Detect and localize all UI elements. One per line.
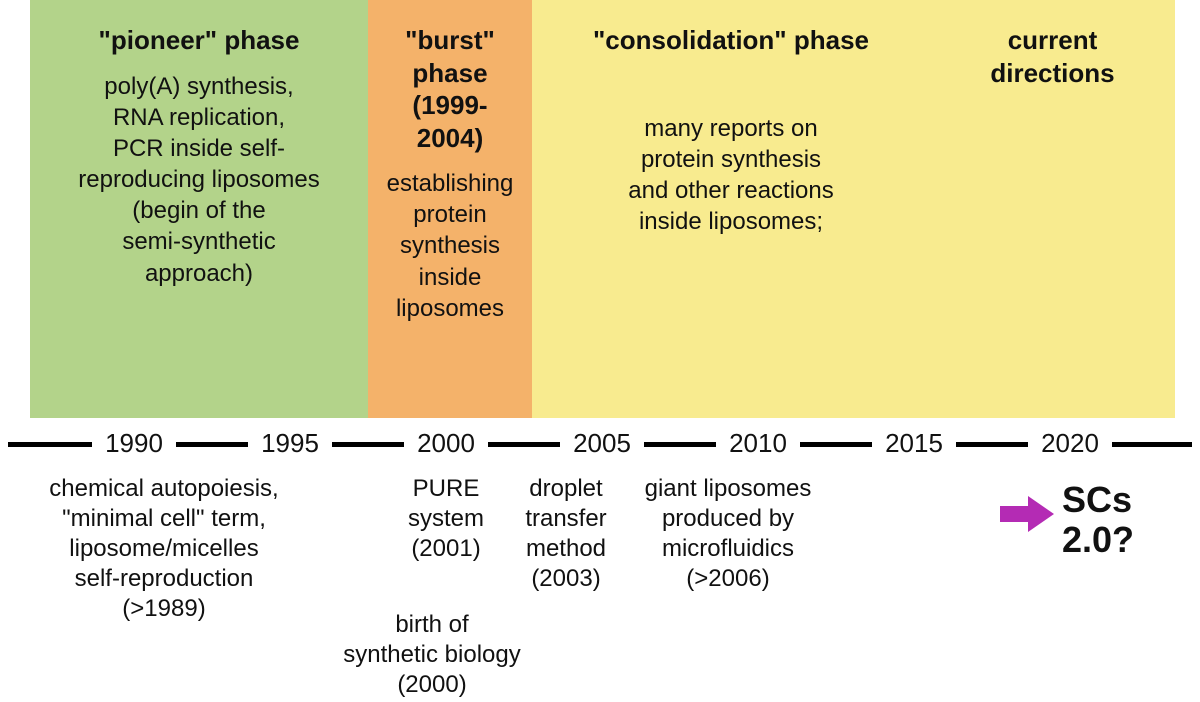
annotation-text: giant liposomes produced by microfluidic… [645,475,812,592]
phase-pioneer-body: poly(A) synthesis, RNA replication, PCR … [44,71,354,289]
callout-scs: SCs 2.0? [1062,480,1134,559]
year-label-2010: 2010 [729,428,787,459]
phase-consolidation: "consolidation" phase many reports on pr… [532,0,930,418]
phase-current: current directions [930,0,1175,418]
year-label-2005: 2005 [573,428,631,459]
phase-consolidation-title: "consolidation" phase [546,24,916,57]
axis-segment [488,442,560,447]
annotation-synbio: birth of synthetic biology (2000) [322,610,542,700]
annotation-text: PURE system (2001) [408,475,484,562]
phase-burst: "burst" phase (1999-2004) establishing p… [368,0,532,418]
phase-consolidation-body: many reports on protein synthesis and ot… [546,113,916,238]
annotation-microfluidics: giant liposomes produced by microfluidic… [618,474,838,594]
year-label-1990: 1990 [105,428,163,459]
axis-segment [800,442,872,447]
year-label-1995: 1995 [261,428,319,459]
axis-segment [1112,442,1192,447]
axis-segment [332,442,404,447]
annotation-autopoiesis: chemical autopoiesis, "minimal cell" ter… [14,474,314,624]
axis-segment [8,442,92,447]
phase-current-title: current directions [944,24,1161,89]
arrow-icon [1000,496,1054,537]
phase-pioneer-title: "pioneer" phase [44,24,354,57]
year-label-2020: 2020 [1041,428,1099,459]
year-label-2000: 2000 [417,428,475,459]
callout-text-span: SCs 2.0? [1062,479,1134,560]
phase-pioneer: "pioneer" phase poly(A) synthesis, RNA r… [30,0,368,418]
phase-burst-title: "burst" phase (1999-2004) [382,24,518,154]
annotation-pure: PURE system (2001) [386,474,506,564]
year-label-2015: 2015 [885,428,943,459]
annotation-text: droplet transfer method (2003) [525,475,606,592]
axis-segment [176,442,248,447]
axis-segment [956,442,1028,447]
axis-segment [644,442,716,447]
phase-burst-body: establishing protein synthesis inside li… [382,168,518,324]
timeline-axis: 1990 1995 2000 2005 2010 2015 2020 [0,428,1200,468]
annotation-text: birth of synthetic biology (2000) [343,611,520,698]
annotation-droplet: droplet transfer method (2003) [506,474,626,594]
annotation-text: chemical autopoiesis, "minimal cell" ter… [49,475,278,622]
